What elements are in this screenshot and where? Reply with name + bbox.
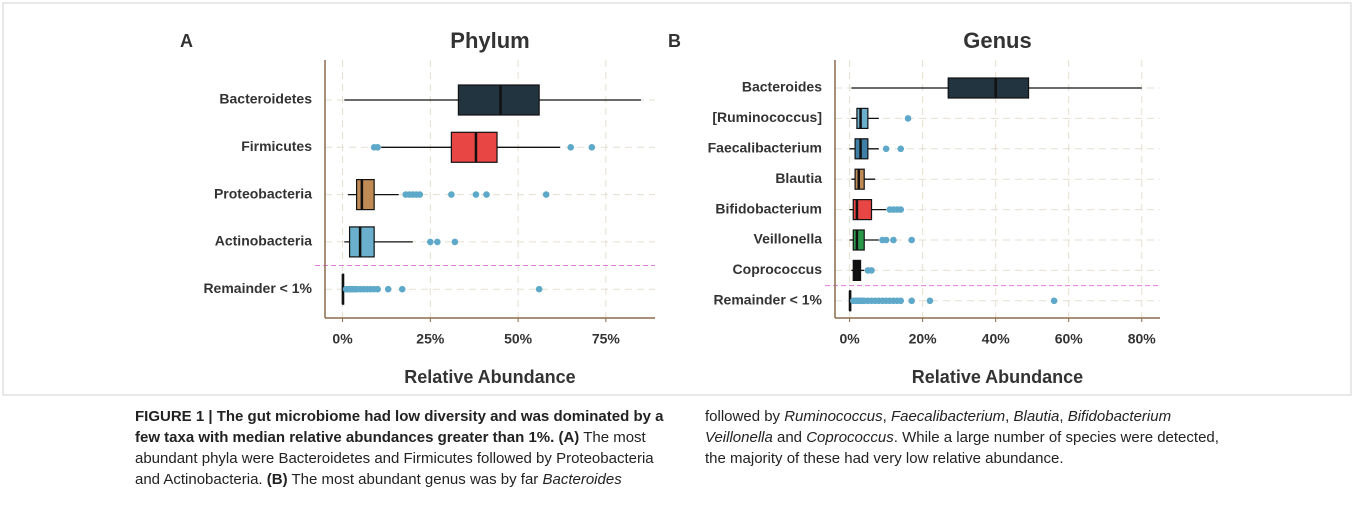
outlier [542, 191, 550, 198]
outlier [434, 238, 441, 246]
category-label: Bacteroidetes [219, 91, 312, 107]
caption-segment: Blautia [1013, 408, 1060, 425]
category-label: Proteobacteria [214, 185, 312, 201]
x-axis-label: Relative Abundance [404, 367, 575, 387]
box [457, 84, 540, 116]
x-tick-label: 80% [1128, 331, 1157, 347]
caption-segment: , [1005, 408, 1014, 425]
x-tick-label: 25% [416, 331, 445, 347]
caption-segment: The most abundant genus was by far [287, 471, 543, 488]
outlier [882, 145, 890, 153]
x-tick-label: 20% [909, 331, 938, 347]
category-label: Faecalibacterium [708, 140, 822, 156]
x-tick-label: 75% [592, 331, 621, 347]
outlier [451, 238, 459, 246]
outlier [1050, 297, 1058, 305]
caption-segment: Faecalibacterium [890, 408, 1006, 425]
caption-segment: (B) [266, 471, 288, 488]
outlier [897, 145, 905, 153]
outlier [908, 236, 915, 244]
category-label: Veillonella [754, 231, 823, 247]
caption-segment: Ruminococcus [784, 408, 883, 425]
category-label: Coprococcus [733, 261, 823, 277]
outlier [926, 297, 934, 305]
outlier [427, 238, 434, 246]
panel-label: B [668, 31, 681, 51]
category-label: Remainder < 1% [203, 280, 312, 296]
outlier [472, 191, 480, 198]
outlier [868, 267, 875, 274]
outlier [448, 191, 455, 198]
outlier [384, 285, 392, 293]
caption-segment: , [882, 408, 891, 425]
chart-title: Phylum [450, 28, 529, 53]
caption-segment: Coprococcus [806, 429, 894, 446]
category-label: Bifidobacterium [715, 200, 822, 216]
x-tick-label: 60% [1055, 331, 1084, 347]
figure-panels: A Phylum Relative Abundance 0% 25% 50% 75% Bact… [2, 2, 1352, 396]
box [856, 107, 869, 130]
category-label: Bacteroides [742, 79, 822, 95]
caption-segment: FIGURE 1 | The gut microbiome had low di… [135, 408, 664, 446]
outlier [374, 285, 381, 293]
chart-title: Genus [963, 28, 1031, 53]
outlier [535, 285, 543, 293]
category-label: [Ruminococcus] [712, 109, 822, 125]
caption: FIGURE 1 | The gut microbiome had low di… [135, 406, 1235, 490]
box [348, 226, 375, 258]
box [852, 229, 865, 251]
x-tick-label: 0% [839, 331, 860, 347]
figure-frame [2, 2, 1352, 396]
outlier [882, 236, 890, 244]
caption-segment: The most abundant phyla were Bacteroidet… [135, 429, 654, 488]
outlier [398, 285, 406, 293]
category-label: Firmicutes [241, 138, 312, 154]
outlier [374, 144, 381, 151]
outlier [908, 297, 915, 305]
outlier [897, 297, 905, 305]
outlier [904, 115, 912, 122]
x-axis-label: Relative Abundance [912, 367, 1083, 387]
outlier [897, 206, 905, 213]
outlier [416, 191, 424, 198]
caption-segment: , [1059, 408, 1068, 425]
outlier [567, 144, 575, 151]
box [947, 77, 1030, 99]
category-label: Actinobacteria [215, 233, 312, 249]
outlier [483, 191, 490, 198]
x-tick-label: 40% [982, 331, 1011, 347]
box [355, 179, 375, 211]
caption-segment: and [772, 429, 807, 446]
outlier [890, 236, 897, 244]
panel-label: A [180, 31, 193, 51]
category-label: Remainder < 1% [713, 292, 822, 308]
x-tick-label: 50% [504, 331, 533, 347]
outlier [588, 144, 596, 151]
caption-segment: . While a large number of species were d… [705, 429, 1219, 467]
x-tick-label: 0% [332, 331, 353, 347]
caption-segment: Bifidobacterium Veillonella [705, 408, 1172, 446]
caption-segment: followed by [705, 408, 785, 425]
caption-segment: Bacteroides [542, 471, 622, 488]
box [450, 131, 498, 163]
category-label: Blautia [775, 170, 822, 186]
